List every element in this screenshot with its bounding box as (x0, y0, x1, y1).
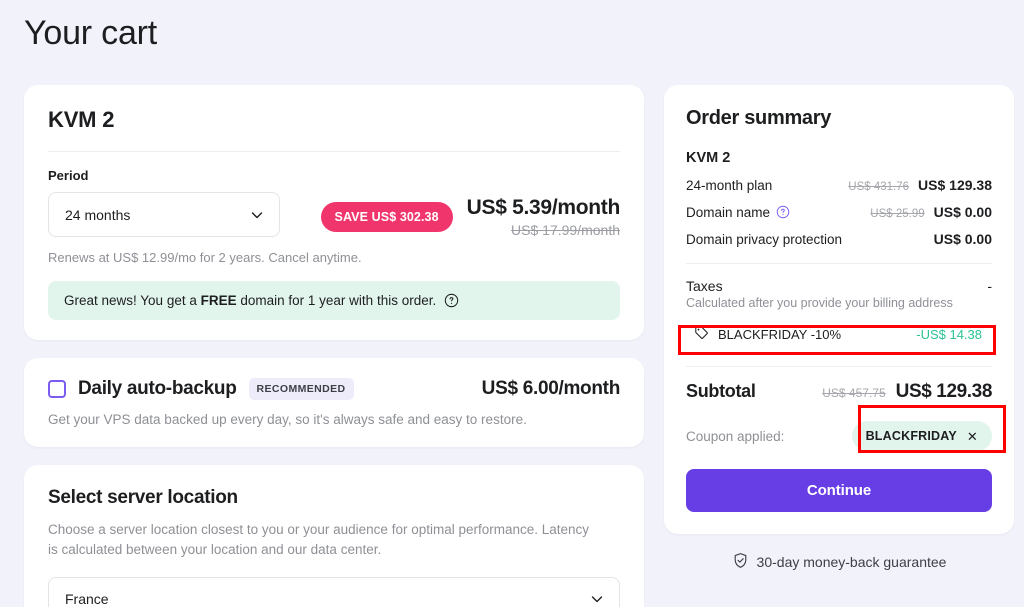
taxes-value: - (987, 278, 992, 294)
coupon-discount-label: BLACKFRIDAY -10% (718, 326, 842, 342)
shield-check-icon (732, 552, 749, 572)
period-label: Period (48, 168, 89, 183)
summary-row-values: US$ 0.00 (934, 231, 992, 247)
page-title: Your cart (24, 14, 158, 52)
server-location-select[interactable]: France (48, 576, 620, 607)
server-location-description: Choose a server location closest to you … (48, 522, 590, 558)
coupon-discount-amount: -US$ 14.38 (916, 326, 982, 342)
summary-row-new-price: US$ 0.00 (933, 204, 992, 220)
summary-row-label: Domain privacy protection (686, 231, 843, 247)
daily-backup-checkbox[interactable] (48, 380, 66, 398)
money-back-guarantee: 30-day money-back guarantee (664, 552, 1014, 572)
coupon-chip[interactable]: BLACKFRIDAY ✕ (851, 421, 992, 451)
summary-plan-name: KVM 2 (686, 150, 731, 166)
coupon-discount-line: BLACKFRIDAY -10% -US$ 14.38 (686, 318, 992, 350)
price-original: US$ 17.99/month (511, 222, 620, 238)
money-back-guarantee-text: 30-day money-back guarantee (756, 554, 947, 570)
summary-row-label: 24-month plan (686, 177, 773, 193)
subtotal-row: Subtotal US$ 457.75 US$ 129.38 (686, 381, 992, 403)
price-current: US$ 5.39/month (466, 196, 621, 219)
coupon-applied-label: Coupon applied: (686, 428, 785, 444)
plan-title: KVM 2 (48, 107, 115, 132)
order-summary-card: Order summary KVM 2 24-month plan US$ 43… (664, 85, 1014, 534)
summary-row-new-price: US$ 0.00 (933, 231, 992, 247)
taxes-label: Taxes (686, 278, 723, 294)
period-select[interactable]: 24 months (48, 192, 280, 237)
continue-button[interactable]: Continue (686, 469, 992, 512)
plan-card: KVM 2 Period 24 months SAVE US$ 302.38 U… (24, 85, 644, 340)
cart-items-column: KVM 2 Period 24 months SAVE US$ 302.38 U… (24, 85, 644, 607)
divider (48, 151, 620, 152)
summary-row-old-price: US$ 431.76 (848, 181, 910, 193)
renewal-note: Renews at US$ 12.99/mo for 2 years. Canc… (48, 250, 362, 265)
coupon-chip-label: BLACKFRIDAY (865, 429, 957, 443)
summary-row-old-price: US$ 25.99 (870, 208, 925, 220)
server-location-title: Select server location (48, 487, 238, 508)
price-column: US$ 5.39/month US$ 17.99/month (466, 196, 621, 238)
coupon-applied-row: Coupon applied: BLACKFRIDAY ✕ (686, 419, 992, 453)
daily-backup-card: Daily auto-backup RECOMMENDED US$ 6.00/m… (24, 358, 644, 447)
recommended-badge: RECOMMENDED (248, 378, 354, 400)
subtotal-new-price: US$ 129.38 (895, 381, 993, 402)
price-block: SAVE US$ 302.38 US$ 5.39/month US$ 17.99… (320, 192, 621, 238)
chevron-down-icon (249, 207, 265, 223)
backup-description: Get your VPS data backed up every day, s… (48, 412, 527, 427)
free-domain-banner: Great news! You get a FREE domain for 1 … (48, 281, 620, 320)
subtotal-values: US$ 457.75 US$ 129.38 (822, 381, 992, 403)
divider (686, 263, 992, 264)
taxes-note: Calculated after you provide your billin… (686, 296, 953, 310)
taxes-text-group: Taxes Calculated after you provide your … (686, 278, 953, 310)
backup-left-group: Daily auto-backup RECOMMENDED (48, 378, 354, 400)
server-location-card: Select server location Choose a server l… (24, 465, 644, 607)
close-icon[interactable]: ✕ (966, 428, 978, 444)
chevron-down-icon (589, 591, 605, 607)
server-location-value: France (65, 591, 109, 607)
summary-row: 24-month plan US$ 431.76 US$ 129.38 (686, 177, 992, 193)
coupon-discount-label-group: BLACKFRIDAY -10% (694, 325, 841, 343)
divider (686, 366, 992, 367)
order-summary-column: Order summary KVM 2 24-month plan US$ 43… (664, 85, 1014, 572)
subtotal-old-price: US$ 457.75 (822, 386, 886, 400)
period-select-value: 24 months (65, 206, 131, 223)
help-circle-icon[interactable] (444, 293, 459, 308)
plan-period-row: 24 months SAVE US$ 302.38 US$ 5.39/month… (48, 192, 620, 238)
summary-row-values: US$ 431.76 US$ 129.38 (848, 177, 992, 193)
summary-row-new-price: US$ 129.38 (918, 177, 992, 193)
help-circle-icon[interactable] (776, 205, 791, 220)
summary-row-label: Domain name (686, 205, 791, 220)
summary-row-values: US$ 25.99 US$ 0.00 (870, 204, 992, 220)
backup-title: Daily auto-backup (78, 378, 237, 399)
subtotal-label: Subtotal (686, 381, 756, 401)
summary-row: Domain name US$ 25.99 US$ 0.00 (686, 204, 992, 220)
save-badge: SAVE US$ 302.38 (320, 202, 453, 232)
tag-icon (694, 325, 709, 343)
summary-row: Domain privacy protection US$ 0.00 (686, 231, 992, 247)
backup-price: US$ 6.00/month (481, 378, 621, 399)
backup-header-row: Daily auto-backup RECOMMENDED US$ 6.00/m… (48, 378, 620, 400)
order-summary-title: Order summary (686, 107, 832, 129)
taxes-row: Taxes Calculated after you provide your … (686, 278, 992, 310)
free-domain-text: Great news! You get a FREE domain for 1 … (64, 293, 437, 308)
